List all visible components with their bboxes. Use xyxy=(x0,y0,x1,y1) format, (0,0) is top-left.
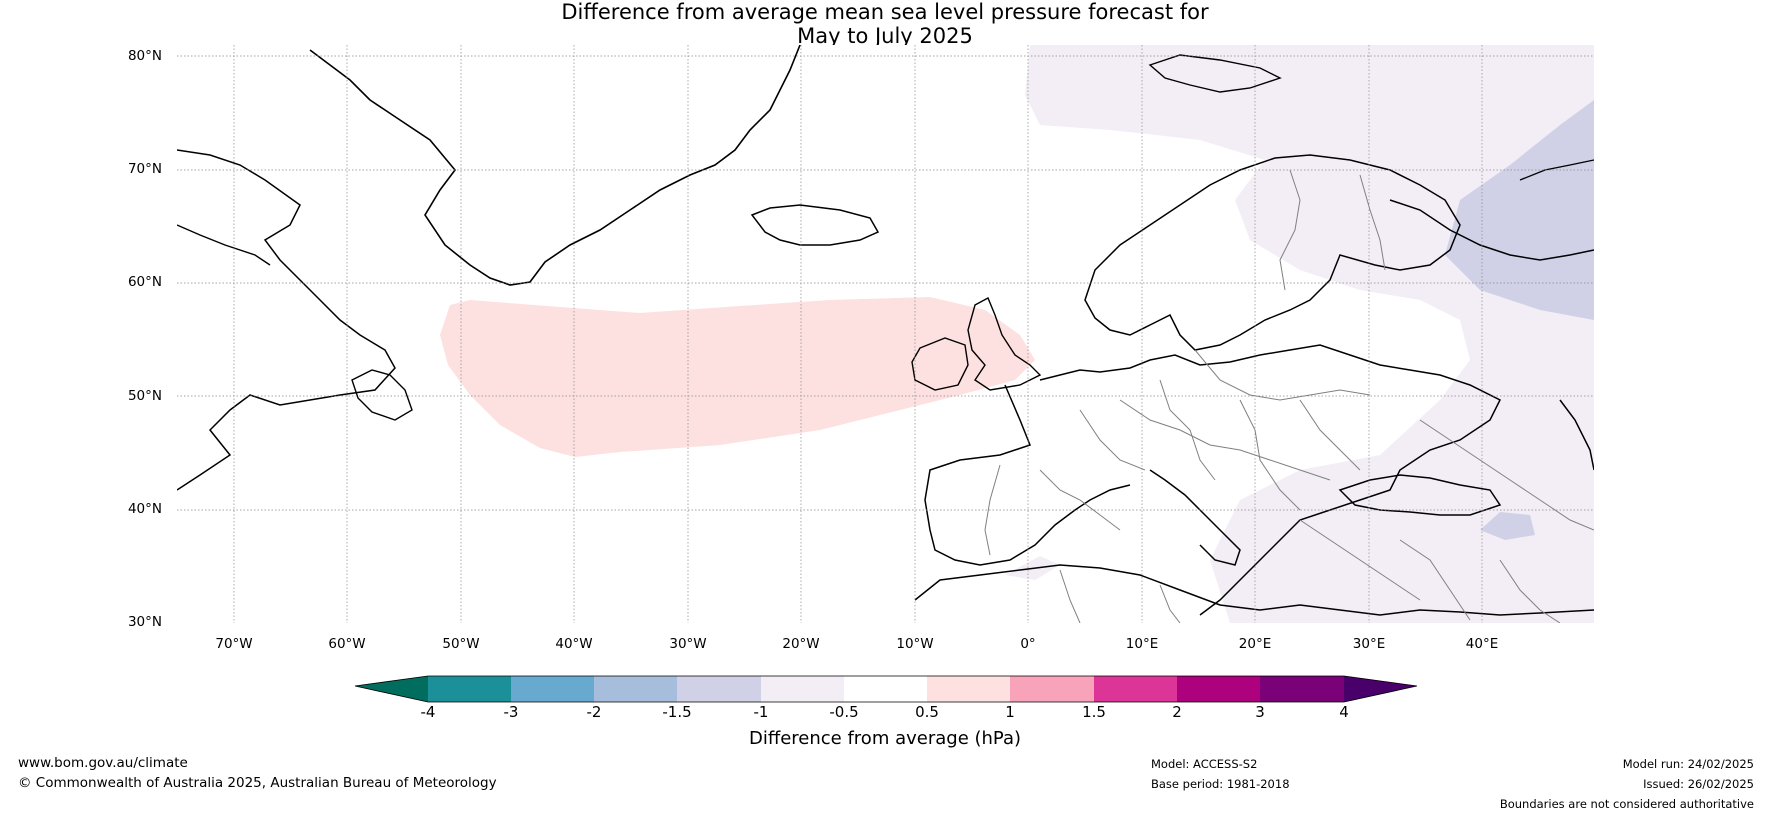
colorbar-segment-1 xyxy=(428,676,511,702)
colorbar-tick-7: 0.5 xyxy=(915,703,939,721)
country-borders xyxy=(984,169,1594,623)
lon-label-70w: 70°W xyxy=(215,636,253,652)
colorbar-segment-10 xyxy=(1177,676,1260,702)
title-line-2: May to July 2025 xyxy=(797,24,973,48)
italy-coast xyxy=(1149,469,1241,566)
black-sea-coast xyxy=(1338,474,1502,516)
footer-model: Model: ACCESS-S2 xyxy=(1151,757,1258,771)
chart-title: Difference from average mean sea level p… xyxy=(0,0,1770,48)
colorbar-tick-11: 3 xyxy=(1255,703,1265,721)
svalbard-coast xyxy=(1148,54,1282,93)
lon-label-0: 0° xyxy=(1020,636,1036,652)
colorbar-tick-8: 1 xyxy=(1005,703,1015,721)
lon-label-30e: 30°E xyxy=(1352,636,1386,652)
lon-label-10w: 10°W xyxy=(896,636,934,652)
lon-label-20w: 20°W xyxy=(782,636,820,652)
anomaly-negative-east xyxy=(1445,100,1594,320)
greenland-coast xyxy=(309,45,801,286)
lat-label-30n: 30°N xyxy=(127,614,162,630)
scandinavia-coast xyxy=(1084,154,1461,351)
title-line-1: Difference from average mean sea level p… xyxy=(561,0,1209,24)
newfoundland-coast xyxy=(351,369,413,421)
colorbar-label: Difference from average (hPa) xyxy=(748,728,1022,749)
lon-label-20e: 20°E xyxy=(1238,636,1272,652)
colorbar-tick-9: 1.5 xyxy=(1082,703,1106,721)
iceland-coast xyxy=(750,204,880,246)
footer-issued: Issued: 26/02/2025 xyxy=(1643,777,1754,791)
lat-label-70n: 70°N xyxy=(127,161,162,177)
footer-disclaimer: Boundaries are not considered authoritat… xyxy=(1499,797,1754,811)
lon-label-10e: 10°E xyxy=(1125,636,1159,652)
colorbar-tick-2: -3 xyxy=(503,703,519,721)
anomaly-positive-atlantic xyxy=(440,297,1035,457)
colorbar-tick-10: 2 xyxy=(1172,703,1182,721)
great-britain-coast xyxy=(967,297,1042,391)
colorbar-outline xyxy=(354,675,1418,703)
lon-label-40w: 40°W xyxy=(555,636,593,652)
colorbar-tick-3: -2 xyxy=(586,703,602,721)
colorbar-segment-6 xyxy=(844,676,927,702)
lat-label-40n: 40°N xyxy=(127,501,162,517)
colorbar-segment-2 xyxy=(511,676,594,702)
lat-label-50n: 50°N xyxy=(127,388,162,404)
north-africa-coast xyxy=(914,564,1594,616)
colorbar-segment-9 xyxy=(1094,676,1177,702)
colorbar-segment-5 xyxy=(761,676,844,702)
colorbar-segment-3 xyxy=(594,676,677,702)
footer-copyright: © Commonwealth of Australia 2025, Austra… xyxy=(18,775,497,791)
footer-website: www.bom.gov.au/climate xyxy=(18,755,188,771)
lon-label-40e: 40°E xyxy=(1465,636,1499,652)
anomaly-negative-north xyxy=(1025,45,1594,623)
colorbar-segment-7 xyxy=(927,676,1010,702)
colorbar-tick-6: -0.5 xyxy=(829,703,859,721)
lon-label-30w: 30°W xyxy=(669,636,707,652)
russia-arctic-coast xyxy=(1389,199,1594,261)
lon-label-60w: 60°W xyxy=(328,636,366,652)
baffin-coast xyxy=(177,224,271,266)
footer-model-run: Model run: 24/02/2025 xyxy=(1622,757,1754,771)
colorbar-segment-11 xyxy=(1260,676,1344,702)
colorbar-tick-1: -4 xyxy=(420,703,436,721)
caspian-coast xyxy=(1559,399,1594,471)
colorbar-arrow-left xyxy=(355,676,428,702)
iberia-coast xyxy=(924,384,1131,566)
lat-label-80n: 80°N xyxy=(127,48,162,64)
colorbar-segment-8 xyxy=(1010,676,1094,702)
graticule xyxy=(177,45,1594,623)
lat-label-60n: 60°N xyxy=(127,274,162,290)
anomaly-negative-small xyxy=(1480,512,1535,540)
colorbar-tick-12: 4 xyxy=(1339,703,1349,721)
novaya-zemlya-coast xyxy=(1519,159,1594,181)
colorbar-arrow-right xyxy=(1344,676,1417,702)
ireland-coast xyxy=(911,337,969,391)
colorbar-tick-5: -1 xyxy=(753,703,769,721)
colorbar-tick-4: -1.5 xyxy=(662,703,692,721)
colorbar-segment-4 xyxy=(677,676,761,702)
canada-coast xyxy=(177,149,396,491)
footer-base-period: Base period: 1981-2018 xyxy=(1151,777,1290,791)
lon-label-50w: 50°W xyxy=(442,636,480,652)
